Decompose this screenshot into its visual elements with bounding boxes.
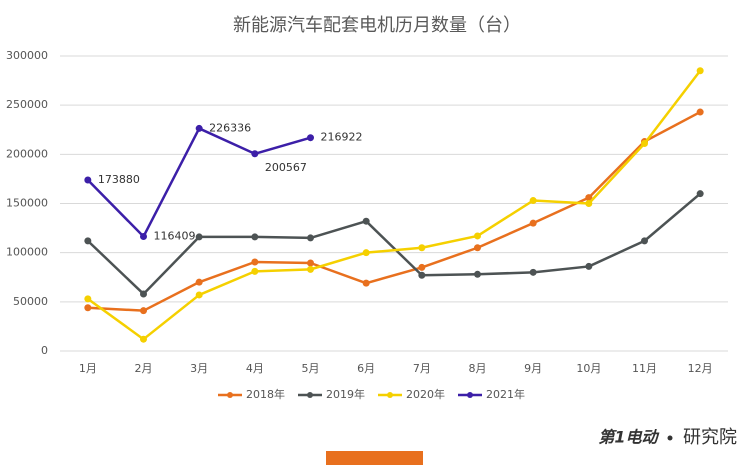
data-point — [696, 67, 704, 75]
data-point — [362, 249, 370, 257]
legend-marker — [387, 392, 393, 398]
y-tick-label: 200000 — [6, 147, 48, 160]
logo-suffix: 研究院 — [683, 427, 737, 448]
data-point — [529, 219, 537, 227]
y-tick-label: 100000 — [6, 246, 48, 259]
data-point — [195, 124, 203, 132]
data-point — [418, 244, 426, 252]
x-tick-label: 2月 — [135, 362, 153, 375]
data-point — [84, 295, 92, 303]
x-tick-label: 3月 — [190, 362, 208, 375]
data-point — [696, 190, 704, 198]
x-tick-label: 6月 — [357, 362, 375, 375]
y-tick-label: 300000 — [6, 49, 48, 62]
y-tick-label: 250000 — [6, 98, 48, 111]
legend-label: 2020年 — [406, 387, 445, 401]
footer-bar — [326, 451, 423, 465]
x-tick-label: 7月 — [413, 362, 431, 375]
x-tick-label: 9月 — [524, 362, 542, 375]
data-point — [84, 176, 92, 184]
data-label: 216922 — [321, 131, 363, 144]
data-point — [140, 233, 147, 241]
data-point — [474, 244, 481, 252]
data-label: 226336 — [209, 121, 251, 134]
x-tick-label: 10月 — [576, 362, 601, 375]
series-line — [87, 69, 702, 341]
series-line — [86, 192, 701, 296]
x-tick-label: 5月 — [302, 362, 320, 375]
data-point — [418, 263, 426, 271]
data-point — [251, 267, 259, 275]
x-tick-label: 8月 — [469, 362, 487, 375]
data-point — [307, 259, 314, 267]
legend-marker — [227, 392, 233, 398]
data-point — [585, 200, 593, 207]
logo-dot — [667, 435, 673, 441]
data-point — [474, 270, 481, 278]
data-point — [585, 262, 593, 270]
data-point — [474, 232, 481, 240]
chart-title: 新能源汽车配套电机历月数量（台） — [233, 15, 521, 36]
data-point — [362, 279, 370, 287]
logo: 第1电动 — [598, 428, 659, 447]
data-label: 116409 — [154, 230, 196, 243]
data-label: 200567 — [265, 161, 307, 174]
data-point — [251, 258, 259, 266]
data-point — [84, 304, 92, 312]
data-point — [641, 237, 648, 245]
x-tick-label: 11月 — [632, 362, 657, 375]
y-tick-label: 50000 — [13, 295, 48, 308]
x-tick-label: 1月 — [79, 362, 97, 375]
data-point — [251, 150, 259, 158]
data-point — [641, 140, 648, 148]
data-point — [307, 234, 314, 242]
data-point — [585, 194, 593, 202]
legend-marker — [467, 392, 473, 398]
series-line — [87, 110, 701, 312]
y-tick-label: 0 — [41, 344, 48, 357]
data-point — [195, 291, 203, 299]
legend-label: 2021年 — [486, 387, 525, 401]
y-tick-label: 150000 — [6, 197, 48, 210]
data-point — [307, 134, 314, 142]
data-point — [529, 268, 537, 276]
data-point — [140, 290, 147, 298]
legend-marker — [307, 392, 313, 398]
data-point — [84, 237, 92, 245]
data-point — [307, 265, 314, 273]
x-tick-label: 12月 — [688, 362, 713, 375]
data-point — [696, 108, 704, 116]
legend-label: 2018年 — [246, 387, 285, 401]
data-point — [140, 335, 147, 343]
data-point — [529, 197, 537, 205]
data-point — [195, 278, 203, 286]
data-point — [362, 217, 370, 225]
x-tick-label: 4月 — [246, 362, 264, 375]
data-point — [195, 233, 203, 241]
data-label: 173880 — [98, 173, 140, 186]
data-point — [418, 271, 426, 279]
legend-label: 2019年 — [326, 387, 365, 401]
data-point — [251, 233, 259, 241]
data-point — [140, 307, 147, 315]
